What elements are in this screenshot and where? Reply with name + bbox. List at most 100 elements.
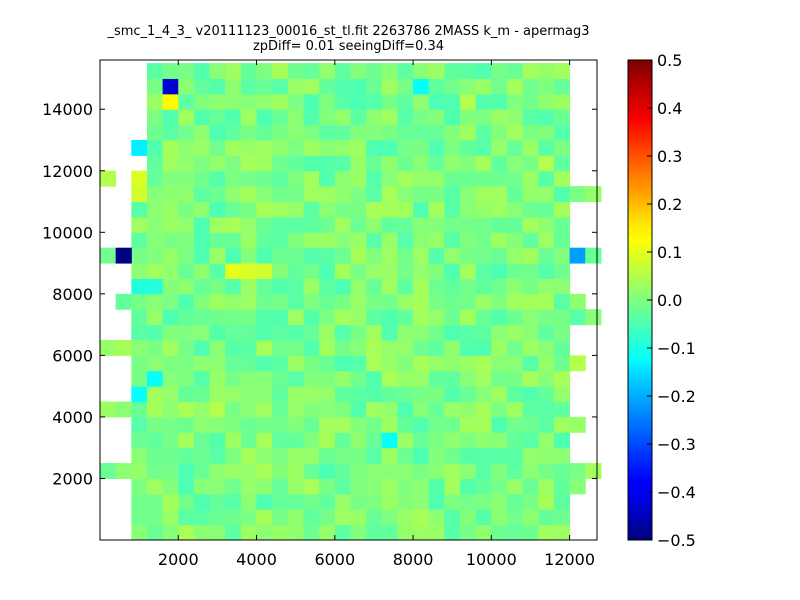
heatmap-cell — [366, 309, 383, 326]
heatmap-cell — [178, 309, 195, 326]
heatmap-cell — [146, 278, 164, 295]
heatmap-cell — [146, 263, 164, 279]
heatmap-cell — [460, 447, 477, 464]
colorbar-tick-label: −0.1 — [657, 339, 696, 358]
heatmap-cell — [178, 263, 195, 279]
heatmap-cell — [460, 232, 477, 249]
heatmap-cell — [256, 309, 273, 326]
colorbar-tick-label: 0.3 — [657, 147, 682, 166]
heatmap-cell — [287, 216, 304, 233]
heatmap-cell — [428, 124, 445, 141]
heatmap-cell — [366, 524, 383, 541]
heatmap-cell — [256, 370, 273, 387]
heatmap-cell — [522, 109, 539, 126]
heatmap-cell — [193, 278, 211, 295]
heatmap-cell — [240, 401, 258, 418]
heatmap-cell — [256, 247, 273, 264]
heatmap-cell — [131, 140, 148, 156]
heatmap-cell — [100, 401, 117, 418]
heatmap-cell — [475, 63, 492, 79]
heatmap-cell — [553, 324, 571, 341]
heatmap-cell — [319, 370, 336, 387]
heatmap-cell — [350, 309, 367, 326]
heatmap-cell — [162, 63, 179, 79]
heatmap-cell — [428, 432, 445, 449]
heatmap-cell — [178, 170, 195, 187]
heatmap-cell — [506, 432, 524, 449]
heatmap-cell — [585, 463, 602, 479]
heatmap-cell — [319, 401, 336, 418]
heatmap-cell — [193, 293, 211, 310]
heatmap-cell — [225, 386, 242, 403]
heatmap-cell — [272, 416, 289, 433]
heatmap-cell — [522, 263, 539, 279]
heatmap-cell — [287, 432, 304, 449]
heatmap-cell — [131, 309, 148, 326]
heatmap-cell — [381, 201, 398, 218]
heatmap-cell — [460, 493, 477, 510]
colorbar-tick-label: 0.0 — [657, 291, 682, 310]
heatmap-cell — [428, 324, 445, 341]
heatmap-cell — [413, 340, 430, 356]
heatmap-cell — [350, 263, 367, 279]
heatmap-cell — [287, 293, 304, 310]
heatmap-cell — [413, 524, 430, 541]
heatmap-cell — [538, 340, 555, 356]
heatmap-cell — [209, 140, 226, 156]
heatmap-cell — [240, 355, 258, 372]
heatmap-cell — [444, 463, 461, 479]
heatmap-cell — [209, 463, 226, 479]
heatmap-cell — [506, 509, 524, 526]
heatmap-cell — [319, 340, 336, 356]
heatmap-cell — [115, 340, 132, 356]
heatmap-cell — [209, 263, 226, 279]
heatmap-cell — [460, 201, 477, 218]
plot-frame — [99, 59, 598, 541]
heatmap-cell — [491, 340, 508, 356]
heatmap-cell — [522, 355, 539, 372]
heatmap-cell — [146, 340, 164, 356]
heatmap-cell — [146, 155, 164, 172]
heatmap-cell — [256, 432, 273, 449]
heatmap-cell — [460, 140, 477, 156]
heatmap-cell — [366, 386, 383, 403]
heatmap-cell — [460, 324, 477, 341]
heatmap-cell — [162, 340, 179, 356]
heatmap-cell — [538, 293, 555, 310]
heatmap-cell — [272, 478, 289, 495]
heatmap-cell — [444, 432, 461, 449]
heatmap-cell — [460, 124, 477, 141]
heatmap-cell — [366, 355, 383, 372]
heatmap-cell — [397, 140, 414, 156]
heatmap-cell — [491, 355, 508, 372]
heatmap-cell — [428, 278, 445, 295]
heatmap-cell — [522, 524, 539, 541]
heatmap-cell — [522, 432, 539, 449]
heatmap-cell — [366, 478, 383, 495]
heatmap-cell — [350, 493, 367, 510]
heatmap-cell — [381, 370, 398, 387]
heatmap-cell — [319, 355, 336, 372]
heatmap-cell — [350, 140, 367, 156]
heatmap-cell — [240, 416, 258, 433]
heatmap-cell — [538, 232, 555, 249]
heatmap-cell — [350, 355, 367, 372]
heatmap-cell — [460, 263, 477, 279]
heatmap-cell — [272, 247, 289, 264]
heatmap-cell — [319, 63, 336, 79]
heatmap-cell — [553, 247, 571, 264]
heatmap-cell — [413, 78, 430, 95]
heatmap-cell — [522, 447, 539, 464]
colorbar-tick-label: 0.2 — [657, 195, 682, 214]
heatmap-cell — [303, 170, 320, 187]
heatmap-cell — [334, 524, 351, 541]
heatmap-cell — [381, 247, 398, 264]
heatmap-cell — [538, 93, 555, 110]
heatmap-cell — [209, 340, 226, 356]
heatmap-cell — [366, 293, 383, 310]
heatmap-cell — [460, 109, 477, 126]
heatmap-cell — [209, 509, 226, 526]
heatmap-cell — [460, 509, 477, 526]
heatmap-cell — [475, 93, 492, 110]
heatmap-cell — [193, 201, 211, 218]
